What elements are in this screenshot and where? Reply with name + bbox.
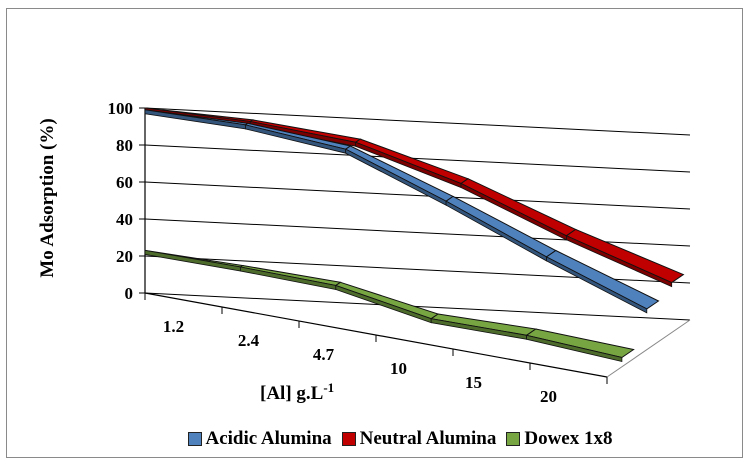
x-tick-labels: 1.2 2.4 4.7 10 15 20	[163, 317, 557, 406]
gridline-60	[144, 181, 691, 210]
chart-frame	[6, 8, 743, 458]
y-tick-label-20: 20	[116, 247, 133, 266]
x-tick-label-10: 10	[390, 359, 407, 378]
series-dowex-1x8	[144, 249, 635, 363]
gridline-0	[144, 292, 691, 321]
legend-label: Dowex 1x8	[524, 428, 613, 449]
y-tick-label-0: 0	[125, 284, 134, 303]
segment-edge-1	[239, 266, 337, 290]
legend-item-dowex-1x8: Dowex 1x8	[506, 428, 613, 450]
gridline-80	[144, 144, 691, 173]
segment-edge-4	[566, 235, 673, 288]
x-axis-title: [Al] g.L-1	[260, 380, 334, 404]
y-tick-labels: 0 20 40 60 80 100	[108, 99, 134, 303]
legend-label: Acidic Alumina	[205, 428, 332, 449]
series-neutral-alumina	[144, 107, 685, 288]
legend-label: Neutral Alumina	[359, 428, 497, 449]
y-tick-label-60: 60	[116, 173, 133, 192]
y-tick-label-100: 100	[108, 99, 134, 118]
segment-edge-4	[526, 334, 623, 363]
legend-item-acidic-alumina: Acidic Alumina	[187, 428, 332, 450]
legend-swatch	[187, 432, 202, 446]
axes	[139, 107, 691, 384]
y-tick-label-80: 80	[116, 136, 133, 155]
segment-2	[334, 281, 440, 320]
x-tick-label-4.7: 4.7	[313, 345, 335, 364]
segment-edge-2	[335, 284, 432, 324]
y-axis-title: Mo Adsorption (%)	[37, 118, 58, 277]
legend-swatch	[506, 432, 521, 446]
series-ribbons	[144, 107, 685, 363]
series-acidic-alumina	[144, 109, 660, 314]
x-axis-title-text: [Al] g.L	[260, 383, 323, 404]
x-axis-title-superscript: -1	[323, 380, 334, 395]
gridline-100	[144, 107, 691, 136]
x-tick-label-20: 20	[540, 387, 557, 406]
y-tick-label-40: 40	[116, 210, 133, 229]
gridline-40	[144, 218, 691, 247]
segment-edge-0	[144, 249, 241, 272]
floor-right-edge	[606, 319, 691, 378]
legend-item-neutral-alumina: Neutral Alumina	[341, 428, 497, 450]
legend-swatch	[341, 432, 356, 446]
segment-3	[460, 178, 577, 237]
segment-1	[239, 264, 342, 287]
x-tick-label-2.4: 2.4	[238, 331, 260, 350]
segment-edge-4	[546, 256, 648, 314]
legend: Acidic Alumina Neutral Alumina Dowex 1x8	[100, 427, 700, 451]
x-tick-label-15: 15	[465, 373, 482, 392]
x-tick-label-1.2: 1.2	[163, 317, 184, 336]
